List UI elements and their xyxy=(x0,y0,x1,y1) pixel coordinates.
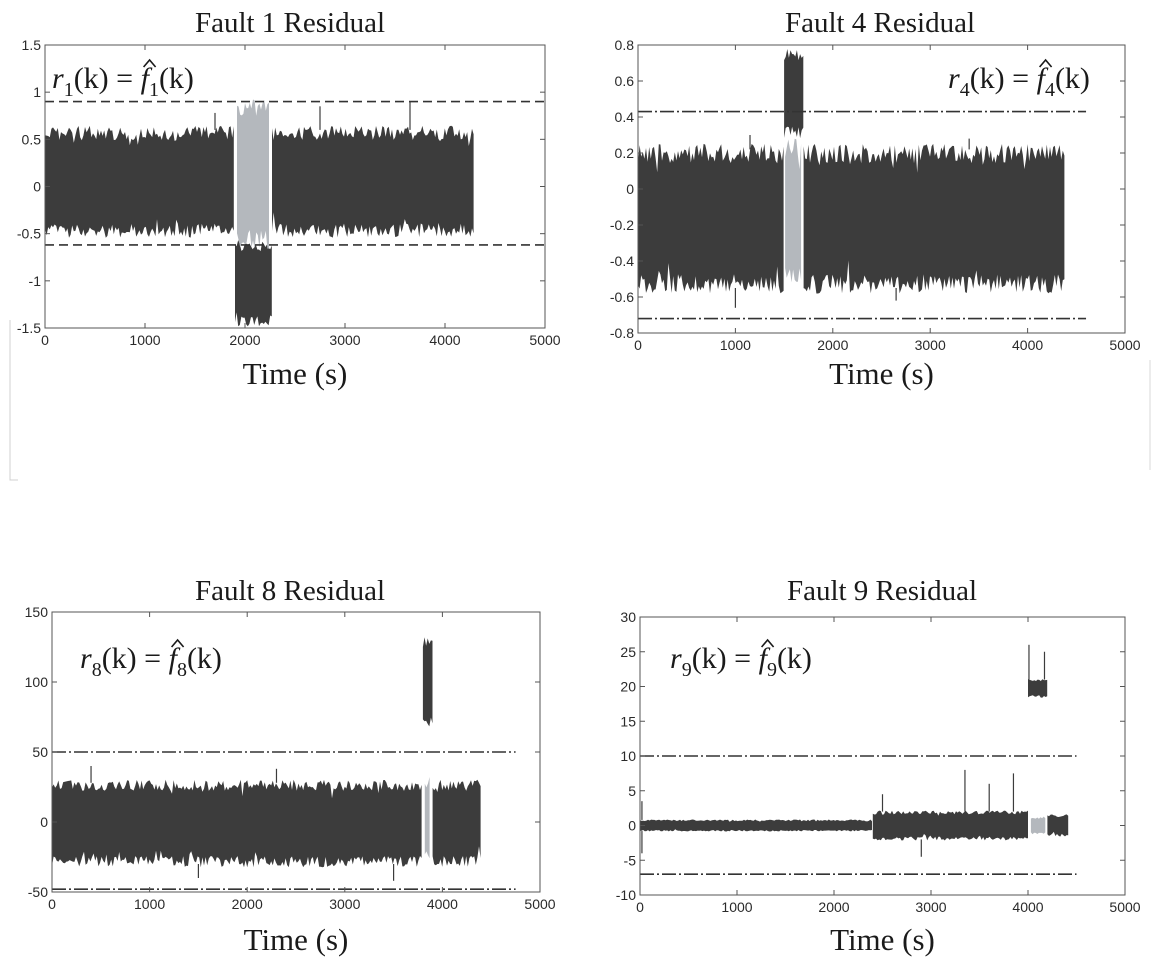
residual-band-1 xyxy=(422,637,433,727)
chart-panel-2: Fault 4 Residual 0 1000 2000 3000 4000 5000 -0.… xyxy=(610,7,1141,391)
hat-accent-icon xyxy=(170,638,185,648)
y-tick-label: -5 xyxy=(624,852,637,868)
y-tick-label: 1 xyxy=(33,84,41,100)
x-tick-label: 2000 xyxy=(232,896,263,912)
y-tick-label: -10 xyxy=(616,887,636,903)
y-tick-label: 150 xyxy=(25,604,49,620)
hat-accent-icon xyxy=(760,638,775,648)
x-tick-label: 0 xyxy=(41,332,49,348)
chart-panel-1: Fault 1 Residual 0 1000 2000 3000 4000 5000 -1.… xyxy=(17,7,561,391)
residual-band-2 xyxy=(432,779,481,867)
x-tick-label: 3000 xyxy=(915,899,946,915)
chart-panel-4: Fault 9 Residual 0 1000 2000 3000 4000 5000 -10… xyxy=(616,575,1141,957)
x-tick-label: 2000 xyxy=(818,899,849,915)
y-tick-label: 0.5 xyxy=(22,131,42,147)
x-tick-label: 5000 xyxy=(1109,337,1140,353)
residual-band-2 xyxy=(803,143,1065,294)
x-tick-label: 3000 xyxy=(329,332,360,348)
y-tick-label: 100 xyxy=(25,674,49,690)
x-tick-label: 1000 xyxy=(720,337,751,353)
y-tick-label: 25 xyxy=(620,644,636,660)
x-tick-label: 4000 xyxy=(1012,899,1043,915)
y-tick-label: -0.5 xyxy=(17,226,41,242)
y-tick-label: 30 xyxy=(620,609,636,625)
y-tick-label: 5 xyxy=(628,783,636,799)
residual-band-0 xyxy=(52,779,422,868)
y-tick-label: -0.8 xyxy=(610,325,634,341)
scan-artifact-left xyxy=(9,320,18,481)
x-tick-label: 2000 xyxy=(817,337,848,353)
x-tick-label: 0 xyxy=(634,337,642,353)
residual-band-3 xyxy=(1047,814,1069,837)
residual-band-2 xyxy=(272,125,474,238)
chart-title: Fault 9 Residual xyxy=(787,575,977,607)
chart-title: Fault 1 Residual xyxy=(195,7,385,39)
plot-area xyxy=(52,637,516,891)
y-tick-label: 0.4 xyxy=(615,109,635,125)
hat-accent-icon xyxy=(142,58,157,68)
hat-accent-icon xyxy=(1038,58,1053,68)
residual-band-2 xyxy=(1028,679,1048,698)
chart-title: Fault 8 Residual xyxy=(195,575,385,607)
residual-band-1 xyxy=(235,240,272,327)
residual-band-0 xyxy=(638,143,784,294)
y-tick-label: -0.4 xyxy=(610,253,634,269)
residual-equation: r1(k) = f1(k) xyxy=(52,62,194,101)
residual-band-0 xyxy=(640,819,872,832)
y-tick-label: 0.6 xyxy=(615,73,635,89)
x-axis-label: Time (s) xyxy=(829,356,934,391)
chart-title: Fault 4 Residual xyxy=(785,7,975,39)
y-tick-label: 0 xyxy=(628,818,636,834)
residual-equation: r4(k) = f4(k) xyxy=(948,62,1090,101)
x-tick-label: 4000 xyxy=(429,332,460,348)
x-axis-label: Time (s) xyxy=(243,356,348,391)
y-tick-label: 10 xyxy=(620,748,636,764)
x-tick-label: 3000 xyxy=(915,337,946,353)
x-tick-label: 1000 xyxy=(129,332,160,348)
fault-window-band-0 xyxy=(237,99,269,249)
residual-band-0 xyxy=(45,125,234,238)
x-tick-label: 4000 xyxy=(427,896,458,912)
y-tick-label: 20 xyxy=(620,679,636,695)
x-tick-label: 1000 xyxy=(134,896,165,912)
x-axis-label: Time (s) xyxy=(244,922,349,957)
plot-area xyxy=(638,49,1087,320)
y-tick-label: 50 xyxy=(32,744,48,760)
y-tick-label: -0.6 xyxy=(610,289,634,305)
y-tick-label: 0.2 xyxy=(615,145,635,161)
residual-band-1 xyxy=(784,49,804,139)
x-tick-label: 4000 xyxy=(1012,337,1043,353)
y-tick-label: 0 xyxy=(40,814,48,830)
x-tick-label: 5000 xyxy=(524,896,555,912)
x-tick-label: 0 xyxy=(48,896,56,912)
fault-window-band-0 xyxy=(424,777,430,859)
y-tick-label: 15 xyxy=(620,713,636,729)
fault-window-band-0 xyxy=(1030,816,1046,835)
residual-band-1 xyxy=(872,810,1028,841)
x-axis-label: Time (s) xyxy=(830,922,935,957)
fault-window-band-0 xyxy=(785,138,802,283)
x-tick-label: 5000 xyxy=(1109,899,1140,915)
x-tick-label: 1000 xyxy=(721,899,752,915)
plot-area xyxy=(640,644,1077,875)
x-tick-label: 3000 xyxy=(329,896,360,912)
y-tick-label: 0 xyxy=(626,181,634,197)
residual-equation: r9(k) = f9(k) xyxy=(670,642,812,681)
plot-area xyxy=(45,99,545,327)
residual-equation: r8(k) = f8(k) xyxy=(80,642,222,681)
y-tick-label: 1.5 xyxy=(22,37,42,53)
y-tick-label: 0 xyxy=(33,179,41,195)
x-tick-label: 5000 xyxy=(529,332,560,348)
y-tick-label: -0.2 xyxy=(610,217,634,233)
y-tick-label: -1 xyxy=(29,273,42,289)
y-tick-label: 0.8 xyxy=(615,37,635,53)
y-tick-label: -50 xyxy=(28,884,48,900)
x-tick-label: 2000 xyxy=(229,332,260,348)
x-tick-label: 0 xyxy=(636,899,644,915)
y-tick-label: -1.5 xyxy=(17,320,41,336)
